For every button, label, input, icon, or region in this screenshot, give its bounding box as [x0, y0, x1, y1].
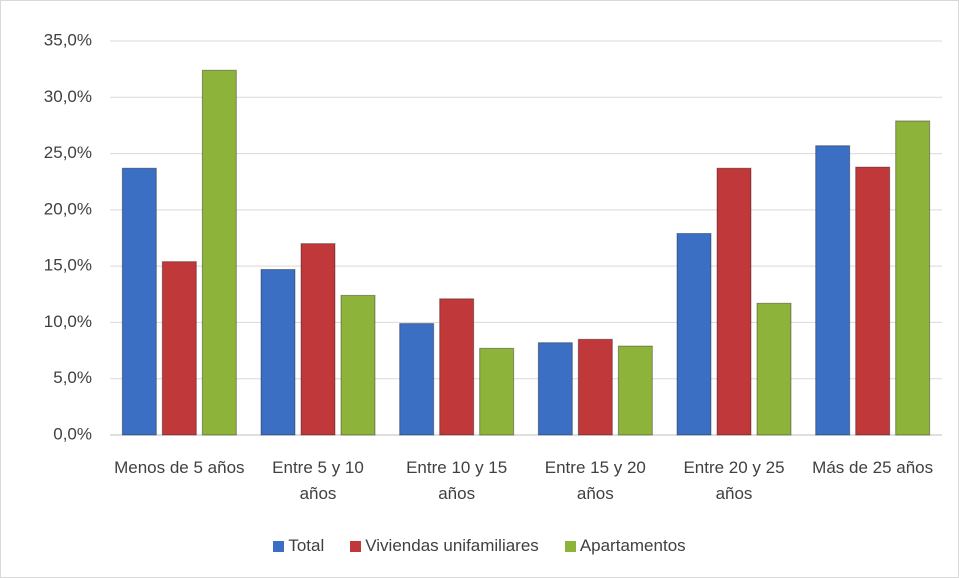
- bar: [895, 120, 931, 436]
- y-tick-label: 0,0%: [53, 424, 92, 443]
- legend-swatch: [273, 540, 285, 552]
- y-tick-label: 25,0%: [44, 143, 92, 162]
- y-tick-label: 30,0%: [44, 87, 92, 106]
- bar: [161, 261, 197, 436]
- legend: Total Viviendas unifamiliares Apartamentos: [0, 536, 959, 556]
- y-tick-label: 5,0%: [53, 368, 92, 387]
- legend-item: Total: [273, 536, 324, 556]
- y-tick-label: 35,0%: [44, 30, 92, 49]
- legend-item: Viviendas unifamiliares: [350, 536, 539, 556]
- legend-swatch: [564, 540, 576, 552]
- bar: [260, 269, 296, 436]
- x-tick-label: Menos de 5 años: [114, 458, 245, 477]
- bar: [716, 167, 752, 436]
- x-tick-label: Más de 25 años: [812, 458, 934, 477]
- legend-item: Apartamentos: [564, 536, 686, 556]
- bar: [201, 69, 237, 436]
- bar: [676, 232, 712, 436]
- legend-swatch: [350, 540, 362, 552]
- bar: [121, 167, 157, 436]
- x-tick-label: Entre 20 y 25 años: [683, 458, 785, 503]
- bar: [577, 338, 613, 436]
- y-tick-label: 20,0%: [44, 199, 92, 218]
- y-tick-label: 15,0%: [44, 256, 92, 275]
- bar: [756, 302, 792, 436]
- bar: [855, 166, 891, 436]
- bar: [399, 323, 435, 436]
- bar: [479, 347, 515, 436]
- bar: [439, 298, 475, 436]
- x-tick-label: Entre 10 y 15 años: [406, 458, 508, 503]
- x-tick-label: Entre 5 y 10 años: [272, 458, 364, 503]
- bar: [815, 145, 851, 436]
- bar: [340, 294, 376, 436]
- x-tick-label: Entre 15 y 20 años: [544, 458, 646, 503]
- bar: [300, 243, 336, 436]
- legend-label: Total: [288, 536, 325, 555]
- bar: [617, 345, 653, 436]
- y-tick-label: 10,0%: [44, 312, 92, 331]
- legend-label: Viviendas unifamiliares: [365, 536, 539, 555]
- bar: [537, 342, 573, 436]
- legend-label: Apartamentos: [579, 536, 686, 555]
